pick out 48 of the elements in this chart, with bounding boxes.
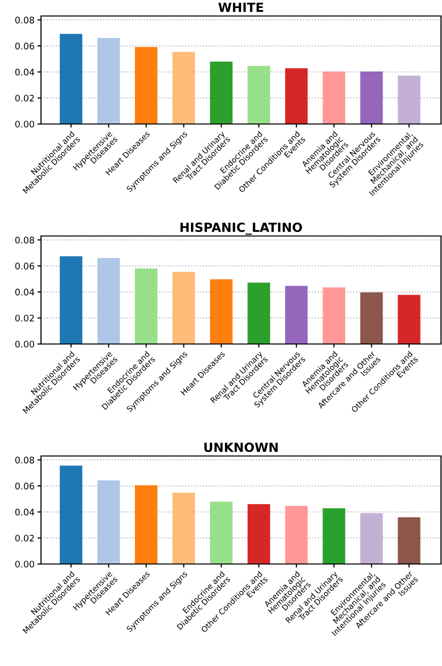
- bar: [360, 513, 383, 564]
- y-tick-label: 0.02: [15, 94, 34, 102]
- y-tick-label: 0.00: [15, 340, 34, 348]
- bar: [322, 508, 346, 564]
- bar: [60, 34, 82, 124]
- bar: [398, 517, 420, 564]
- bar: [172, 272, 195, 344]
- y-tick-label: 0.08: [15, 16, 34, 24]
- bar: [248, 66, 270, 124]
- bar: [360, 292, 383, 344]
- bar: [248, 282, 270, 344]
- bar: [60, 256, 82, 344]
- bar: [322, 72, 346, 124]
- bar: [134, 46, 158, 124]
- bar: [60, 466, 82, 564]
- y-tick-label: 0.08: [15, 236, 34, 244]
- bar: [97, 38, 120, 124]
- y-tick-label: 0.04: [15, 288, 34, 296]
- chart-title: UNKNOWN: [204, 442, 278, 452]
- bar: [360, 72, 383, 124]
- bar: [398, 76, 420, 124]
- y-tick-label: 0.02: [15, 314, 34, 322]
- y-tick-label: 0.08: [15, 456, 34, 464]
- bar: [134, 268, 158, 344]
- bar: [398, 294, 420, 344]
- bar: [210, 502, 233, 564]
- chart-title: WHITE: [218, 2, 264, 12]
- bar: [172, 52, 195, 124]
- y-tick-label: 0.00: [15, 560, 34, 568]
- bar: [210, 62, 233, 124]
- bar: [210, 279, 233, 344]
- y-tick-label: 0.06: [15, 482, 34, 490]
- bar: [285, 506, 308, 564]
- bar: [97, 258, 120, 344]
- bar: [97, 480, 120, 564]
- y-tick-label: 0.06: [15, 262, 34, 270]
- bar: [285, 286, 308, 344]
- bar: [134, 485, 158, 564]
- bar: [172, 492, 195, 564]
- y-tick-label: 0.02: [15, 534, 34, 542]
- chart-title: HISPANIC_LATINO: [180, 222, 302, 235]
- y-tick-label: 0.06: [15, 42, 34, 50]
- bar: [248, 504, 270, 564]
- y-tick-label: 0.04: [15, 68, 34, 76]
- y-tick-label: 0.04: [15, 508, 34, 516]
- y-tick-label: 0.00: [15, 120, 34, 128]
- bar: [322, 287, 346, 344]
- bar: [285, 68, 308, 124]
